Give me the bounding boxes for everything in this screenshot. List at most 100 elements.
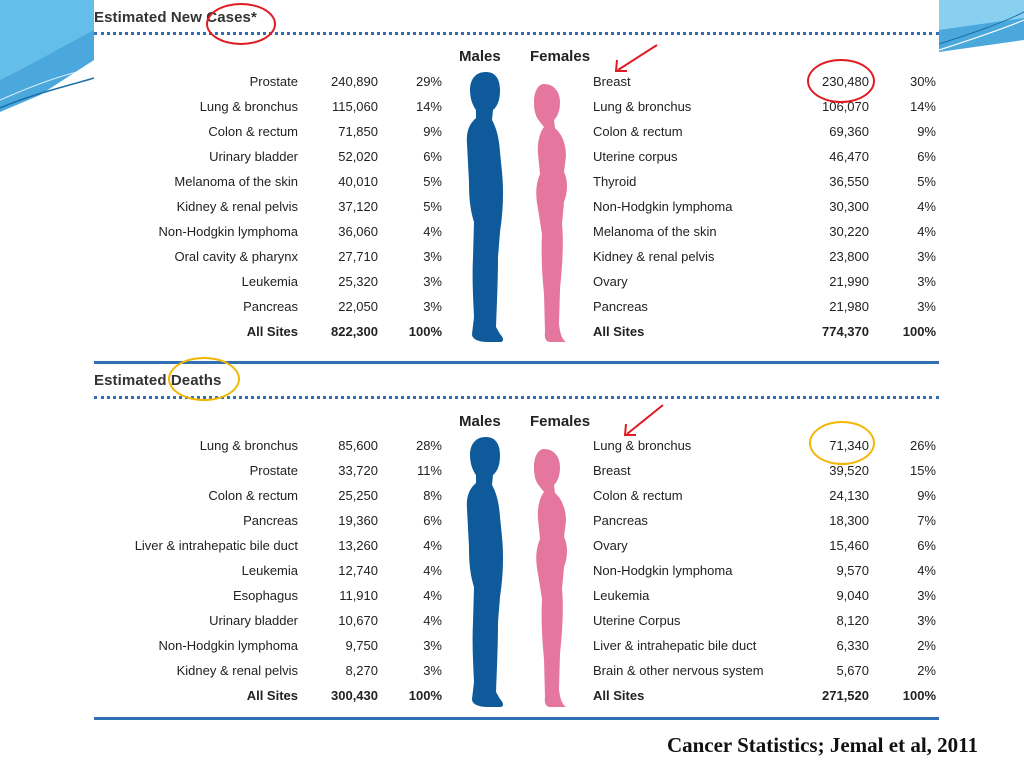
deaths-highlight-circle [168,357,240,401]
breast-count-highlight-circle [807,59,875,103]
table-total-row: All Sites 822,300 100% All Sites 774,370 100% [94,319,939,344]
female-percent-cell: 4% [917,563,936,578]
table-total-row: All Sites 300,430 100% All Sites 271,520 100% [94,683,939,708]
male-site-cell: Urinary bladder [209,613,298,628]
male-count-cell: 25,250 [338,488,378,503]
male-count-cell: 40,010 [338,174,378,189]
female-count-cell: 30,220 [829,224,869,239]
male-percent-cell: 29% [415,74,442,89]
male-percent-cell: 3% [423,249,442,264]
male-percent-cell: 8% [423,488,442,503]
male-count-cell: 300,430 [331,688,378,703]
male-site-cell: Leukemia [241,274,298,289]
female-percent-cell: 9% [917,488,936,503]
female-percent-cell: 4% [917,224,936,239]
female-site-cell: Breast [593,463,631,478]
male-site-cell: Colon & rectum [208,488,298,503]
female-percent-cell: 3% [917,588,936,603]
citation: Cancer Statistics; Jemal et al, 2011 [666,733,978,757]
female-count-cell: 8,120 [836,613,869,628]
new-cases-dotted-rule [94,32,939,35]
male-count-cell: 22,050 [338,299,378,314]
female-percent-cell: 2% [917,638,936,653]
male-count-cell: 25,320 [338,274,378,289]
female-site-cell: Kidney & renal pelvis [593,249,715,264]
male-percent-cell: 3% [423,663,442,678]
male-site-cell: Leukemia [241,563,298,578]
male-site-cell: Pancreas [243,513,298,528]
male-percent-cell: 5% [423,174,442,189]
male-count-cell: 71,850 [338,124,378,139]
table-row: Colon & rectum 71,850 9% Colon & rectum 69,3… [94,119,939,144]
female-percent-cell: 100% [902,688,936,703]
female-percent-cell: 100% [902,324,936,339]
male-site-cell: Kidney & renal pelvis [176,199,298,214]
table-row: Pancreas 22,050 3% Pancreas 21,980 3% [94,294,939,319]
male-site-cell: Oral cavity & pharynx [174,249,298,264]
table-row: Esophagus 11,910 4% Leukemia 9,040 3% [94,583,939,608]
male-percent-cell: 4% [423,538,442,553]
female-percent-cell: 26% [909,438,936,453]
female-count-cell: 24,130 [829,488,869,503]
table-row: Urinary bladder 10,670 4% Uterine Corpus 8,1… [94,608,939,633]
cases-highlight-circle [206,3,276,45]
bottom-rule [94,717,939,720]
female-site-cell: Non-Hodgkin lymphoma [593,563,733,578]
male-figure-icon [466,437,504,707]
female-count-cell: 271,520 [822,688,869,703]
male-site-cell: Kidney & renal pelvis [176,663,298,678]
male-count-cell: 33,720 [338,463,378,478]
female-site-cell: Lung & bronchus [593,438,692,453]
female-percent-cell: 6% [917,538,936,553]
female-percent-cell: 4% [917,199,936,214]
female-count-cell: 23,800 [829,249,869,264]
female-percent-cell: 3% [917,274,936,289]
female-count-cell: 106,070 [822,99,869,114]
female-site-cell: Non-Hodgkin lymphoma [593,199,733,214]
female-site-cell: Thyroid [593,174,637,189]
table-row: Leukemia 12,740 4% Non-Hodgkin lymphoma 9,57… [94,558,939,583]
female-count-cell: 30,300 [829,199,869,214]
male-count-cell: 37,120 [338,199,378,214]
female-count-cell: 69,360 [829,124,869,139]
female-site-cell: All Sites [593,688,645,703]
male-site-cell: Melanoma of the skin [174,174,298,189]
male-count-cell: 11,910 [339,588,378,603]
table-row: Prostate 240,890 29% Breast 230,480 30% [94,69,939,94]
male-count-cell: 85,600 [338,438,378,453]
male-figure-icon [466,72,504,342]
female-count-cell: 6,330 [836,638,869,653]
male-site-cell: All Sites [246,688,298,703]
male-percent-cell: 4% [423,588,442,603]
table-row: Colon & rectum 25,250 8% Colon & rectum 24,1… [94,483,939,508]
male-percent-cell: 28% [415,438,442,453]
male-site-cell: Liver & intrahepatic bile duct [134,538,298,553]
female-percent-cell: 14% [909,99,936,114]
male-percent-cell: 3% [423,274,442,289]
table-row: Non-Hodgkin lymphoma 9,750 3% Liver & intra… [94,633,939,658]
male-site-cell: Urinary bladder [209,149,298,164]
male-percent-cell: 9% [423,124,442,139]
female-count-cell: 15,460 [829,538,869,553]
female-figure-icon [534,84,567,342]
lung-count-highlight-circle [809,421,875,465]
male-count-cell: 240,890 [331,74,378,89]
female-site-cell: Colon & rectum [593,124,683,139]
deaths-dotted-rule [94,396,939,399]
table-row: Non-Hodgkin lymphoma 36,060 4% Melanoma of … [94,219,939,244]
female-site-cell: Ovary [593,274,628,289]
male-site-cell: Non-Hodgkin lymphoma [158,224,298,239]
female-site-cell: Colon & rectum [593,488,683,503]
female-percent-cell: 6% [917,149,936,164]
female-percent-cell: 3% [917,613,936,628]
male-site-cell: Esophagus [232,588,298,603]
male-count-cell: 822,300 [331,324,378,339]
male-site-cell: Prostate [249,463,298,478]
female-site-cell: Ovary [593,538,628,553]
female-site-cell: All Sites [593,324,645,339]
table-row: Melanoma of the skin 40,010 5% Thyroid 36,55… [94,169,939,194]
female-site-cell: Lung & bronchus [593,99,692,114]
male-count-cell: 10,670 [338,613,378,628]
table-row: Urinary bladder 52,020 6% Uterine corpus 46,… [94,144,939,169]
table-row: Lung & bronchus 115,060 14% Lung & bronchus… [94,94,939,119]
